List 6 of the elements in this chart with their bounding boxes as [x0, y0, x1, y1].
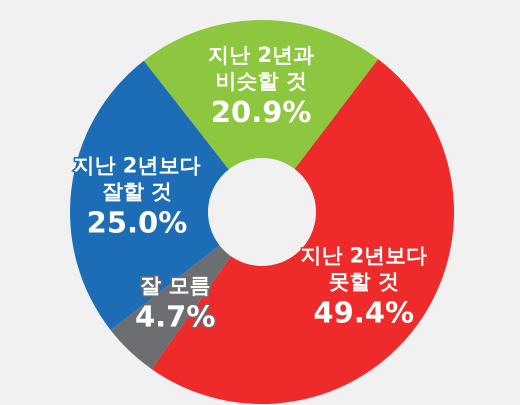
data-label: 25.0%: [86, 206, 188, 240]
data-label: 20.9%: [210, 95, 312, 130]
slice-label: 잘 모름: [140, 273, 210, 298]
slice-label: 지난 2년과 비슷할 것: [208, 43, 314, 94]
slice-label: 지난 2년보다 못할 것: [300, 243, 428, 294]
data-label: 49.4%: [313, 295, 414, 330]
